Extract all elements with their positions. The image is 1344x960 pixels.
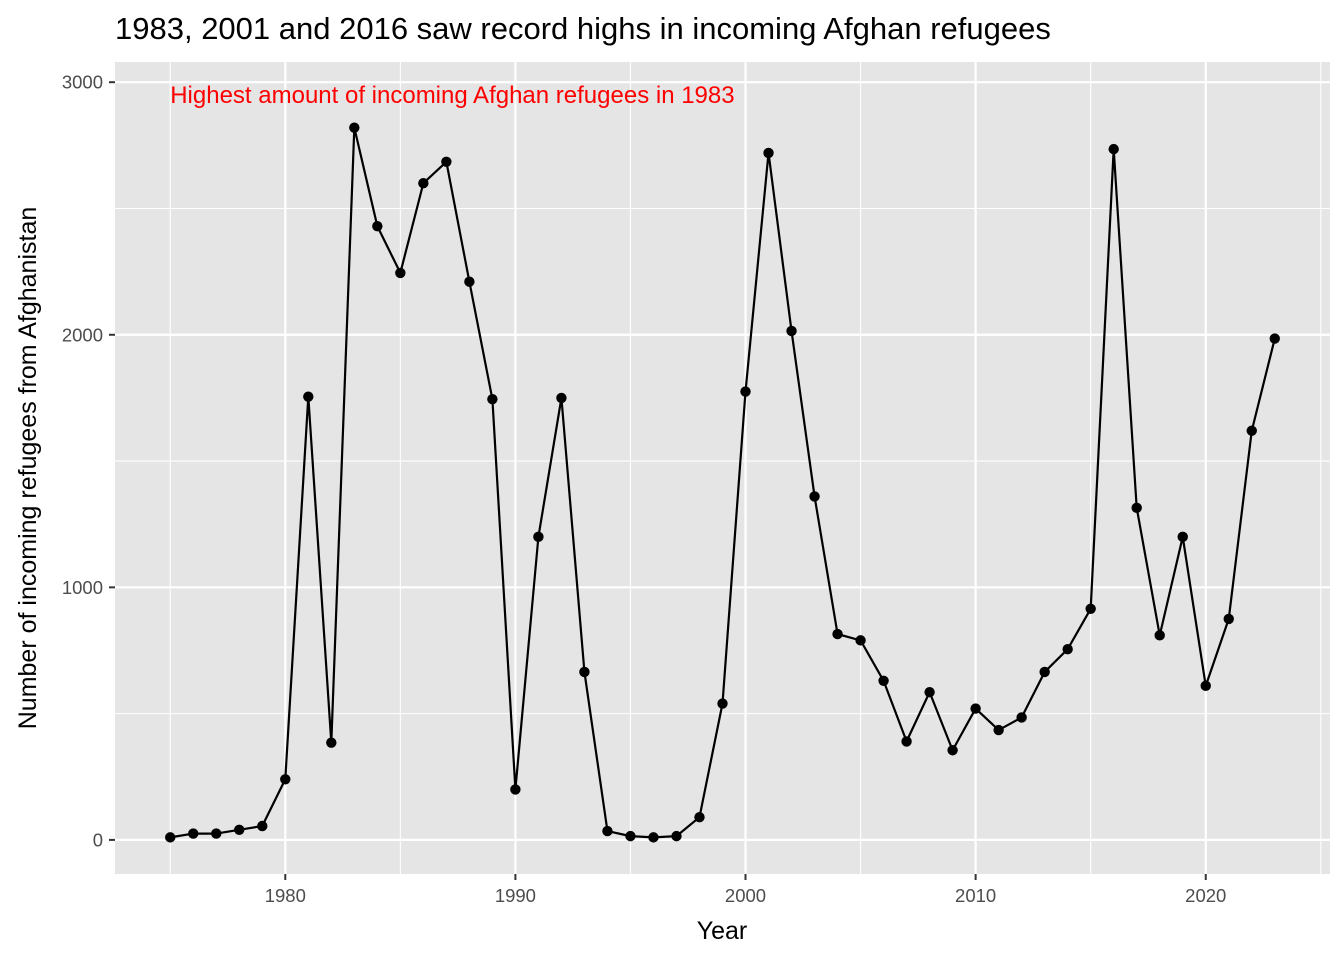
data-point <box>533 531 544 543</box>
data-point <box>395 267 406 279</box>
series-layer <box>165 122 1280 843</box>
y-axis: 0 1000 2000 3000 <box>62 72 115 850</box>
data-point <box>970 703 981 714</box>
data-point <box>740 386 751 397</box>
data-point <box>671 830 682 842</box>
y-axis-title: Number of incoming refugees from Afghani… <box>14 207 42 730</box>
data-point <box>257 820 268 832</box>
data-point <box>1108 143 1119 155</box>
data-point <box>1223 613 1234 625</box>
data-point <box>832 628 843 640</box>
annotation-label: Highest amount of incoming Afghan refuge… <box>170 82 734 109</box>
y-tick-label: 0 <box>93 829 103 850</box>
data-point <box>372 220 383 232</box>
y-tick-label: 2000 <box>62 324 103 345</box>
data-point <box>211 828 222 839</box>
data-point <box>602 825 613 837</box>
x-tick-label: 2000 <box>725 885 766 906</box>
data-point <box>303 391 314 402</box>
data-point <box>1039 666 1050 678</box>
minor-gridlines <box>115 62 1330 874</box>
data-point <box>326 737 337 748</box>
x-tick-label: 1980 <box>265 885 306 906</box>
data-point <box>1062 644 1073 655</box>
x-tick-label: 2010 <box>955 885 996 906</box>
data-point <box>188 828 199 839</box>
plot-panel <box>115 62 1330 874</box>
data-point <box>1200 680 1211 692</box>
data-point <box>441 156 452 167</box>
x-tick-label: 1990 <box>495 885 536 906</box>
data-point <box>1269 333 1280 344</box>
data-point <box>763 147 774 159</box>
data-point <box>165 832 176 843</box>
data-point <box>234 824 245 836</box>
data-point <box>1177 531 1188 543</box>
data-point <box>648 832 659 843</box>
data-point <box>878 675 889 686</box>
data-point <box>786 325 797 337</box>
data-point <box>280 774 291 785</box>
x-tick-label: 2020 <box>1185 885 1226 906</box>
y-tick-label: 1000 <box>62 577 103 598</box>
data-point <box>1131 502 1142 513</box>
data-point <box>1154 630 1165 641</box>
data-point <box>993 724 1004 736</box>
data-point <box>809 491 820 502</box>
data-point <box>855 635 866 646</box>
x-axis: 1980 1990 2000 2010 2020 <box>265 874 1226 906</box>
data-point <box>1085 603 1096 615</box>
data-point <box>901 736 912 747</box>
data-point <box>510 784 521 795</box>
data-point <box>694 811 705 823</box>
data-point <box>579 666 590 678</box>
data-point <box>717 698 728 709</box>
data-point <box>464 276 475 287</box>
y-tick-label: 3000 <box>62 72 103 93</box>
data-point <box>1246 425 1257 436</box>
major-gridlines <box>115 62 1330 874</box>
data-point <box>418 178 429 189</box>
data-point <box>349 122 360 133</box>
data-point <box>924 686 935 698</box>
data-point <box>947 745 958 756</box>
data-point <box>556 392 567 404</box>
chart-title: 1983, 2001 and 2016 saw record highs in … <box>115 11 1051 46</box>
data-point <box>1016 712 1027 723</box>
data-point <box>487 393 498 405</box>
data-point <box>625 830 636 842</box>
x-axis-title: Year <box>697 917 748 945</box>
